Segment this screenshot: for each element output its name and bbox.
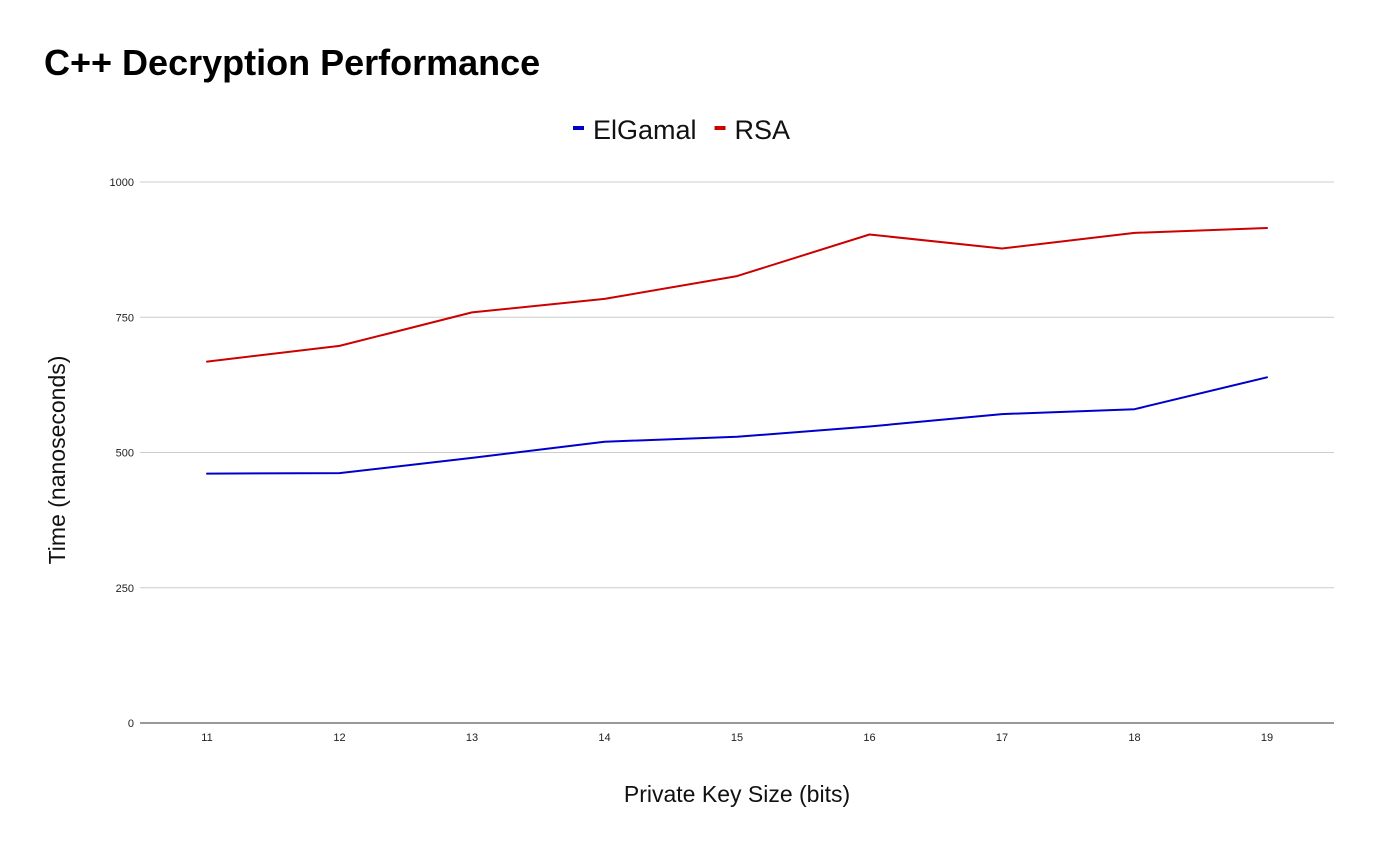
chart-title: C++ Decryption Performance <box>44 42 541 83</box>
x-tick-label: 15 <box>731 732 743 744</box>
x-tick-label: 17 <box>996 732 1008 744</box>
x-tick-label: 16 <box>863 732 875 744</box>
y-tick-label: 250 <box>116 583 134 595</box>
series-layer <box>206 227 1268 475</box>
y-axis-title: Time (nanoseconds) <box>44 356 70 565</box>
series-line-elgamal <box>206 376 1268 475</box>
legend: ElGamal RSA <box>573 115 790 145</box>
x-tick-label: 12 <box>333 732 345 744</box>
legend-swatch <box>714 126 726 130</box>
x-tick-label: 14 <box>598 732 610 744</box>
series-line-rsa <box>206 227 1268 363</box>
y-axis-ticks: 0 250 500 750 1000 <box>110 177 134 730</box>
gridlines <box>140 181 1334 589</box>
y-tick-label: 0 <box>128 718 134 730</box>
x-tick-label: 13 <box>466 732 478 744</box>
x-tick-label: 18 <box>1128 732 1140 744</box>
legend-label: RSA <box>735 115 791 145</box>
x-tick-label: 19 <box>1261 732 1273 744</box>
legend-swatch <box>573 126 584 130</box>
y-tick-label: 750 <box>116 312 134 324</box>
legend-label: ElGamal <box>593 115 697 145</box>
x-tick-label: 11 <box>201 732 212 744</box>
x-axis-ticks: 11 12 13 14 15 16 17 18 19 <box>201 732 1273 744</box>
y-tick-label: 500 <box>116 448 134 460</box>
y-tick-label: 1000 <box>110 177 134 189</box>
x-axis-title: Private Key Size (bits) <box>624 781 850 807</box>
